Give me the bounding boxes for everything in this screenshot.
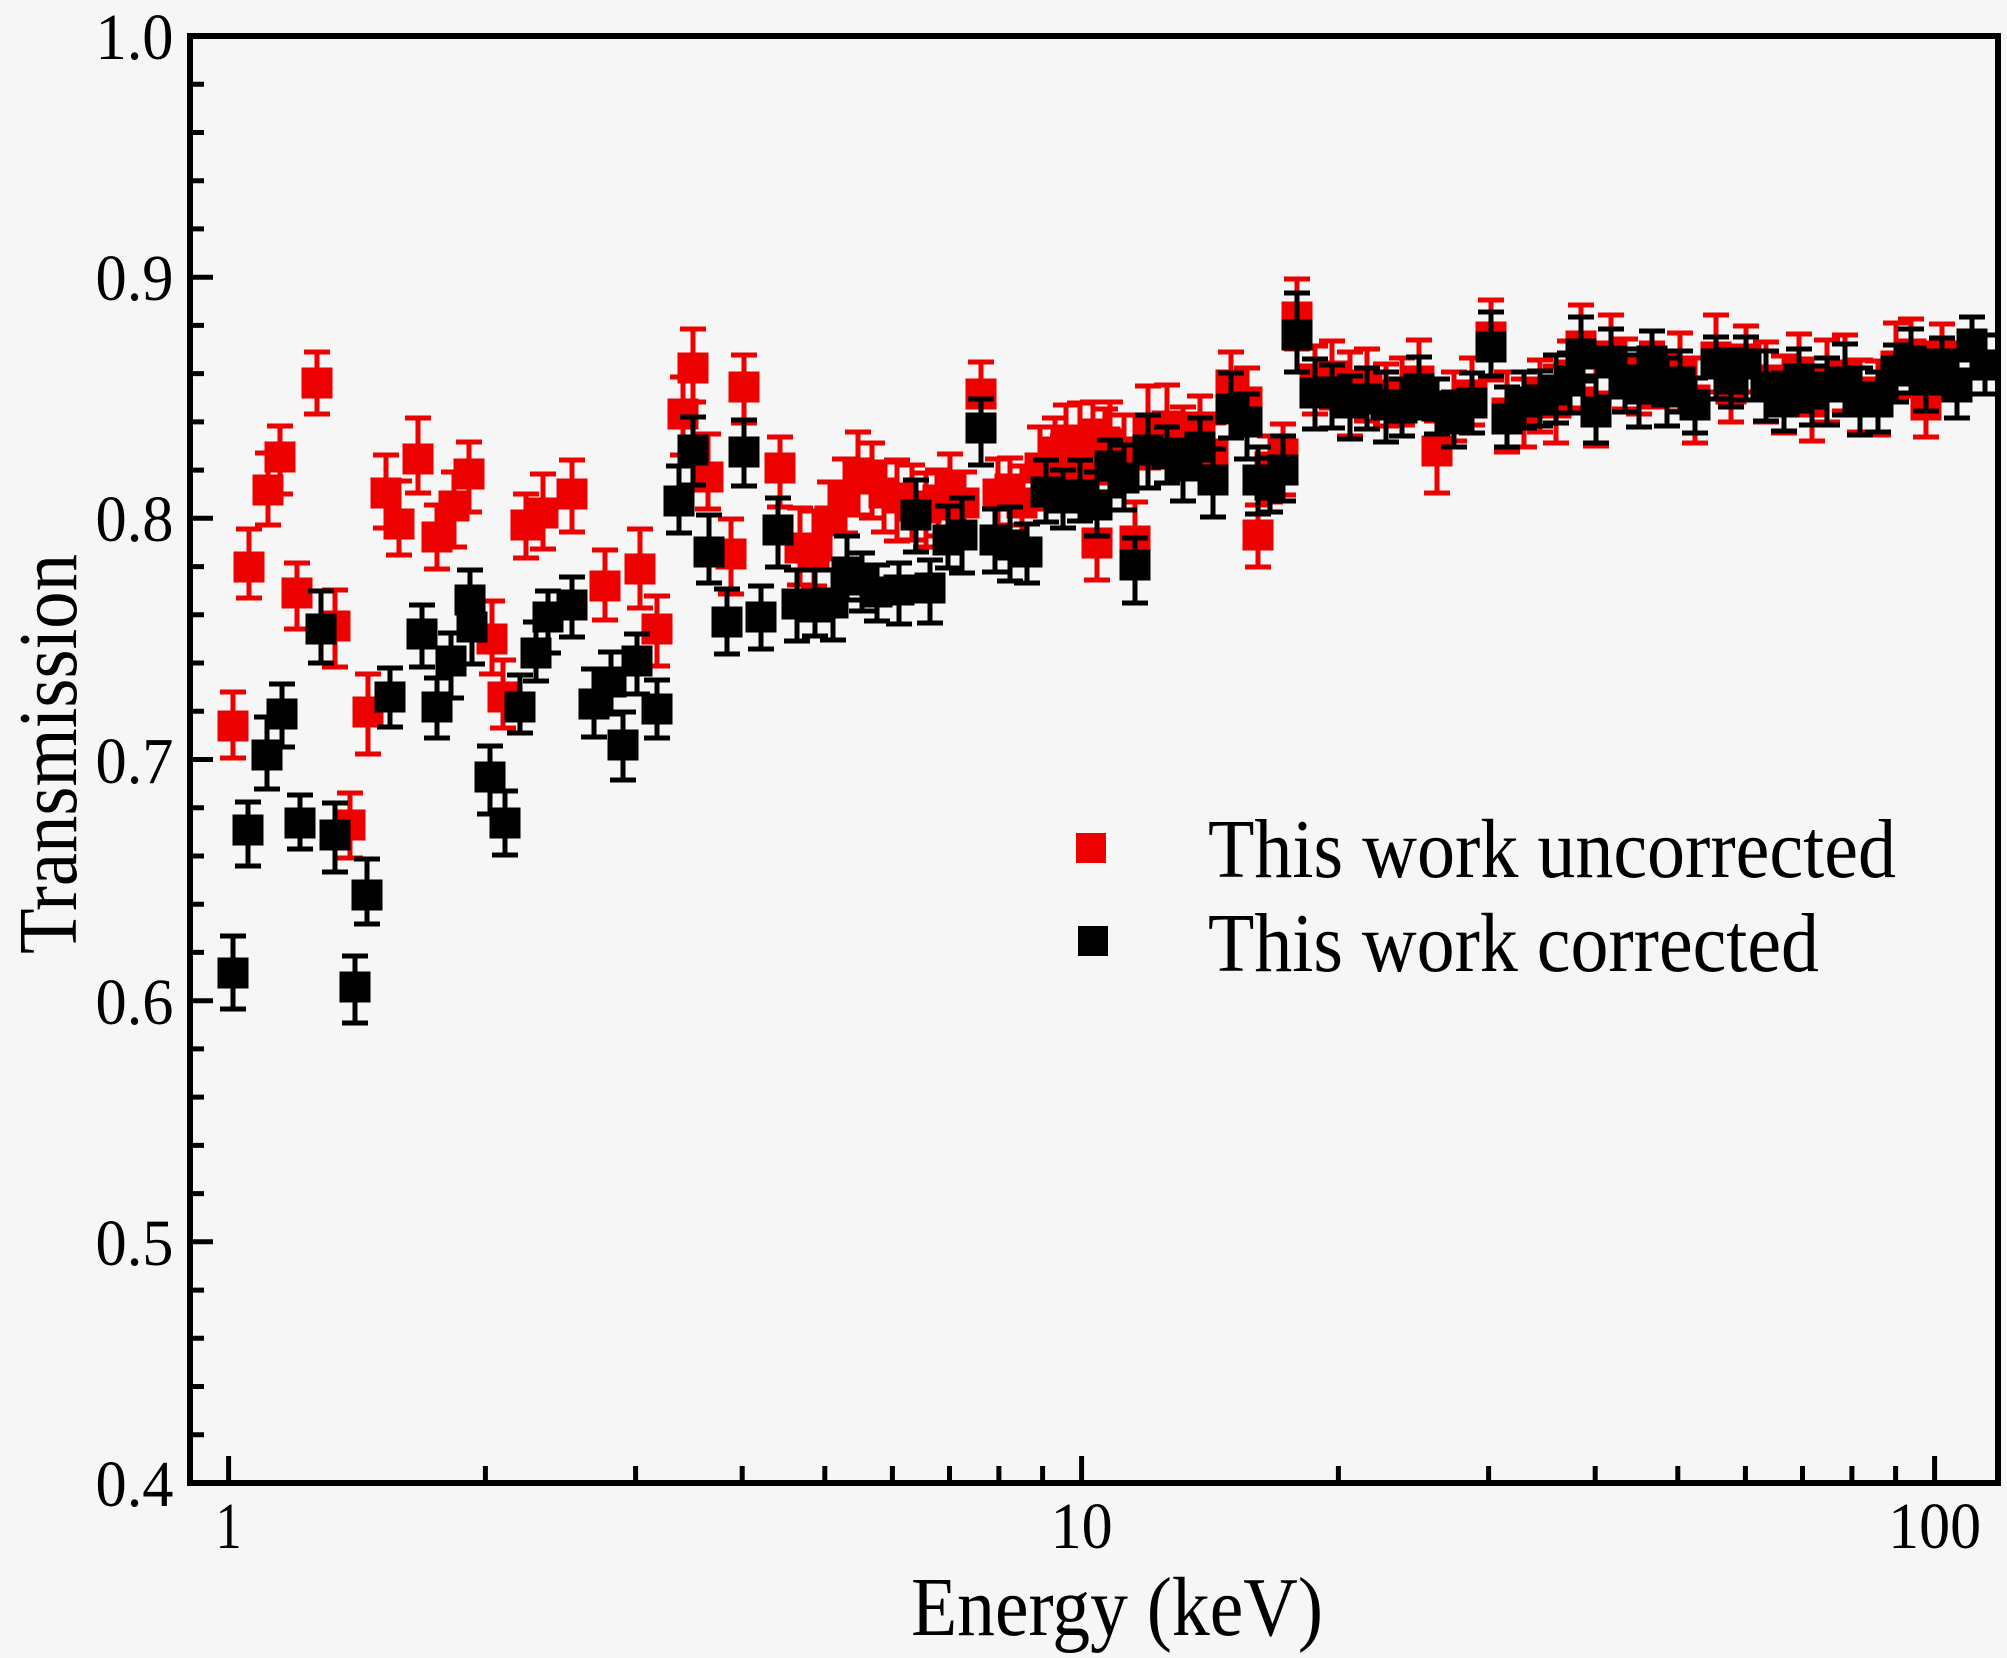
svg-text:This work corrected: This work corrected xyxy=(1208,897,1819,990)
svg-text:0.9: 0.9 xyxy=(96,242,174,315)
svg-text:0.6: 0.6 xyxy=(96,966,174,1039)
svg-text:Transmission: Transmission xyxy=(2,554,95,954)
svg-text:0.4: 0.4 xyxy=(96,1448,174,1521)
svg-text:10: 10 xyxy=(1051,1490,1113,1563)
svg-text:1.0: 1.0 xyxy=(96,1,174,74)
svg-text:Energy (keV): Energy (keV) xyxy=(911,1561,1323,1653)
svg-text:0.5: 0.5 xyxy=(96,1207,174,1280)
svg-text:1: 1 xyxy=(216,1490,242,1563)
svg-text:0.7: 0.7 xyxy=(96,725,174,798)
svg-text:This work uncorrected: This work uncorrected xyxy=(1208,803,1896,896)
svg-text:100: 100 xyxy=(1888,1490,1981,1563)
svg-text:0.8: 0.8 xyxy=(96,483,174,556)
